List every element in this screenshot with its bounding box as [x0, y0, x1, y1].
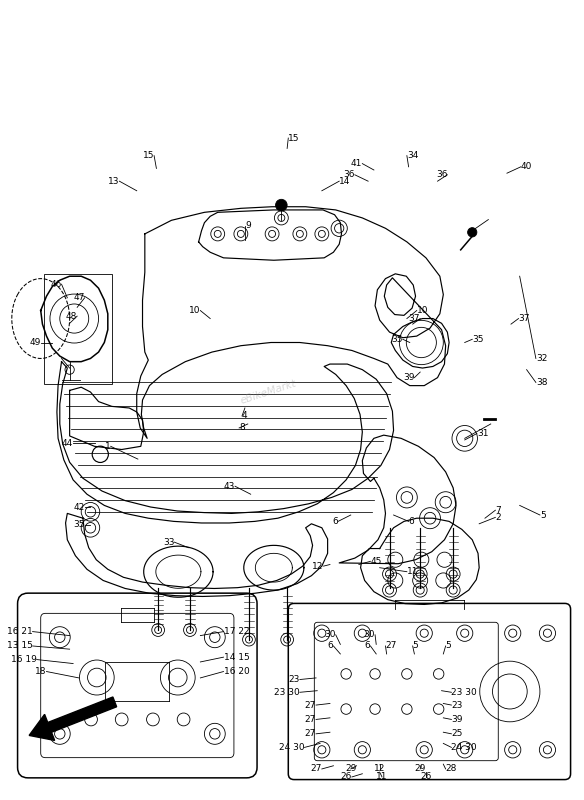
Text: 6: 6	[364, 642, 370, 650]
Text: 28: 28	[446, 765, 457, 774]
Text: 49: 49	[29, 338, 41, 347]
Text: 37: 37	[519, 314, 530, 323]
Text: 41: 41	[351, 159, 362, 168]
Text: 35: 35	[73, 520, 85, 529]
Text: 48: 48	[66, 312, 77, 321]
Text: 9: 9	[245, 222, 251, 230]
Text: 4: 4	[242, 411, 248, 421]
Text: 7: 7	[495, 506, 501, 514]
Text: 27: 27	[311, 765, 322, 774]
Text: 34: 34	[407, 151, 418, 160]
Text: 10: 10	[189, 306, 200, 315]
Text: 8: 8	[239, 423, 245, 433]
Text: 14: 14	[339, 177, 350, 186]
Text: eBikeMarkt: eBikeMarkt	[239, 378, 297, 406]
Text: 12: 12	[374, 765, 385, 774]
FancyArrow shape	[29, 697, 117, 741]
Text: 30: 30	[324, 630, 336, 639]
Text: 11: 11	[376, 773, 388, 782]
Text: 1: 1	[105, 442, 111, 451]
Text: 5: 5	[446, 642, 451, 650]
Text: 24 30: 24 30	[279, 743, 304, 752]
Text: 37: 37	[409, 314, 420, 323]
Text: 40: 40	[521, 162, 532, 171]
Text: 14 15: 14 15	[224, 653, 249, 662]
Text: 11: 11	[407, 567, 418, 576]
Text: 15: 15	[142, 151, 154, 160]
Text: 25: 25	[451, 730, 463, 738]
Text: 16 19: 16 19	[11, 655, 37, 664]
Text: 24 30: 24 30	[451, 743, 477, 752]
Text: 39: 39	[403, 373, 415, 382]
Text: 23: 23	[288, 675, 300, 684]
Text: 29: 29	[345, 765, 356, 774]
Text: 23: 23	[451, 701, 463, 710]
Circle shape	[276, 199, 287, 211]
Text: 6: 6	[409, 517, 415, 526]
Text: 27: 27	[305, 701, 316, 710]
Text: 6: 6	[328, 642, 333, 650]
Text: 45: 45	[370, 557, 382, 566]
Text: 35: 35	[391, 335, 403, 344]
Circle shape	[468, 228, 477, 237]
Text: 23 30: 23 30	[451, 688, 477, 697]
Text: 27: 27	[305, 730, 316, 738]
Text: 13: 13	[108, 177, 119, 186]
Text: 27: 27	[385, 642, 397, 650]
Text: 26: 26	[420, 773, 432, 782]
Text: 18: 18	[35, 667, 47, 676]
Text: 36: 36	[343, 170, 355, 179]
Text: 5: 5	[540, 510, 545, 519]
Text: 39: 39	[451, 715, 463, 724]
Text: 30: 30	[364, 630, 375, 639]
Text: 29: 29	[415, 765, 426, 774]
Text: 27: 27	[305, 715, 316, 724]
Text: 10: 10	[417, 306, 428, 315]
Text: 44: 44	[62, 438, 73, 448]
Text: 38: 38	[536, 378, 547, 387]
Text: 6: 6	[332, 517, 338, 526]
Text: 16 21: 16 21	[7, 627, 33, 636]
Text: 15: 15	[288, 134, 300, 142]
Text: 31: 31	[477, 429, 488, 438]
Text: 23 30: 23 30	[274, 688, 300, 697]
Text: 47: 47	[74, 294, 85, 302]
Text: 16 20: 16 20	[224, 667, 249, 676]
Text: 5: 5	[413, 642, 418, 650]
Text: 36: 36	[436, 170, 447, 179]
Text: 26: 26	[340, 773, 352, 782]
Text: 46: 46	[50, 280, 61, 289]
Text: 2: 2	[495, 513, 501, 522]
Text: 43: 43	[224, 482, 235, 490]
Text: 17 22: 17 22	[224, 627, 249, 636]
Text: 12: 12	[312, 562, 324, 570]
Text: 42: 42	[74, 502, 85, 511]
Text: 32: 32	[536, 354, 547, 363]
Text: 13 15: 13 15	[7, 642, 33, 650]
Text: 33: 33	[163, 538, 175, 546]
Text: 35: 35	[472, 335, 484, 344]
